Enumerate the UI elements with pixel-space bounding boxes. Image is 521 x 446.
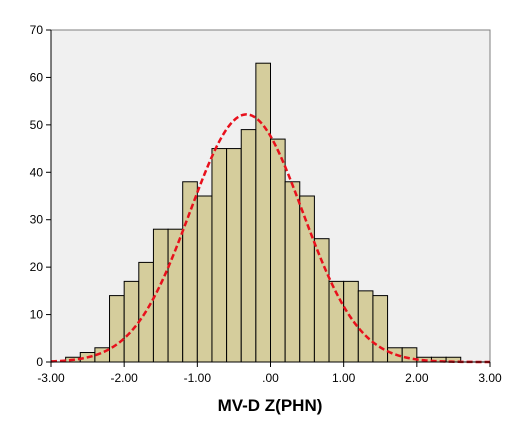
- histogram-bar-19: [343, 280, 359, 363]
- histogram-bar-9: [196, 195, 213, 363]
- histogram-bar-3: [109, 295, 125, 363]
- y-tick-label-1: 10: [30, 308, 44, 322]
- x-tick-label-5: 2.00: [405, 371, 429, 385]
- x-tick-label-2: -1.00: [184, 371, 212, 385]
- x-tick-label-3: .00: [262, 371, 279, 385]
- histogram-bar-12: [240, 129, 257, 363]
- y-tick-label-5: 50: [30, 118, 44, 132]
- y-tick-label-0: 0: [36, 355, 43, 369]
- histogram-bar-21: [372, 295, 389, 363]
- histogram-bar-14: [270, 138, 286, 363]
- y-tick-label-4: 40: [30, 165, 44, 179]
- y-tick-label-7: 70: [30, 23, 44, 37]
- histogram-bar-4: [123, 280, 140, 363]
- x-axis-title: MV-D Z(PHN): [218, 396, 323, 415]
- x-tick-label-4: 1.00: [332, 371, 356, 385]
- histogram-bar-10: [211, 148, 228, 363]
- x-axis: -3.00 -2.00 -1.00 .00 1.00 2.00 3.00: [37, 361, 502, 385]
- histogram-bar-11: [226, 148, 242, 363]
- x-tick-label-6: 3.00: [478, 371, 502, 385]
- histogram-bar-17: [313, 238, 330, 363]
- normal-curve-line: [50, 113, 490, 364]
- y-tick-label-6: 60: [30, 70, 44, 84]
- y-axis: 0 10 20 30 40 50 60 70: [30, 23, 52, 369]
- histogram-bar-20: [357, 290, 374, 363]
- y-tick-label-3: 30: [30, 213, 44, 227]
- histogram-bar-13: [255, 62, 272, 363]
- x-tick-label-1: -2.00: [110, 371, 138, 385]
- y-tick-label-2: 20: [30, 260, 44, 274]
- histogram-bar-15: [284, 181, 301, 363]
- histogram-bars: [65, 62, 462, 363]
- x-tick-label-0: -3.00: [37, 371, 65, 385]
